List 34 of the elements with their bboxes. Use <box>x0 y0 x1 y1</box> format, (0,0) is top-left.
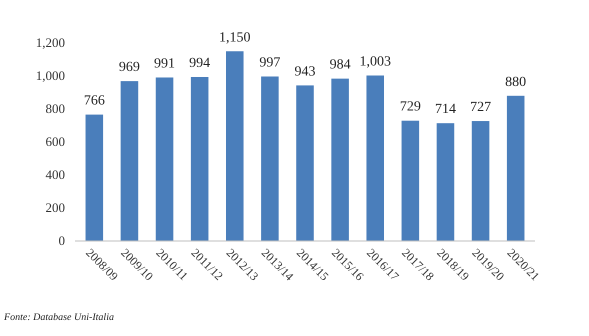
bar <box>226 51 244 241</box>
bar <box>436 123 454 241</box>
data-label: 1,003 <box>359 54 391 70</box>
data-label: 943 <box>294 64 316 80</box>
data-label: 997 <box>259 55 280 70</box>
bar <box>331 78 349 241</box>
bar <box>296 85 314 241</box>
data-label: 727 <box>470 100 492 116</box>
y-tick-label: 200 <box>46 200 65 216</box>
y-tick-label: 600 <box>46 134 65 150</box>
bar <box>261 76 279 241</box>
bar <box>506 96 524 241</box>
source-note: Fonte: Database Uni-Italia <box>3 312 114 323</box>
data-label: 1,150 <box>219 30 251 46</box>
bar <box>120 81 138 241</box>
bar <box>86 114 104 241</box>
bar <box>190 76 208 241</box>
data-label: 880 <box>505 74 526 90</box>
bar <box>472 121 490 241</box>
y-tick-label: 1,200 <box>36 35 65 50</box>
data-label: 991 <box>154 56 176 72</box>
y-tick-label: 1,000 <box>36 68 65 84</box>
bar <box>156 77 174 241</box>
data-label: 766 <box>84 94 105 109</box>
y-tick-label: 800 <box>46 101 65 116</box>
data-label: 984 <box>330 58 351 73</box>
bar <box>402 120 420 241</box>
data-label: 729 <box>400 100 421 115</box>
y-tick-label: 400 <box>46 167 65 182</box>
y-tick-label: 0 <box>58 233 65 248</box>
data-label: 994 <box>189 56 210 71</box>
bar <box>366 76 384 241</box>
data-label: 969 <box>118 60 140 76</box>
data-label: 714 <box>434 102 456 118</box>
